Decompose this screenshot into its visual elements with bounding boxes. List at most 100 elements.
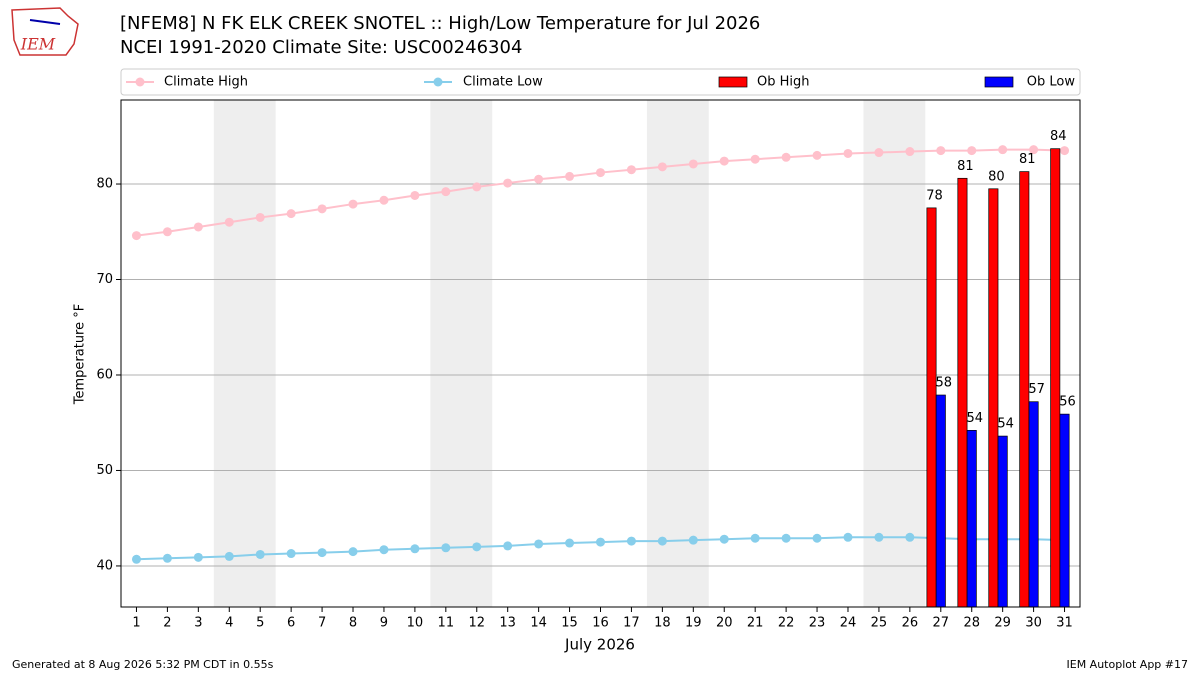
weekend-shade: [863, 100, 926, 607]
legend-frame: [120, 68, 1081, 96]
x-tick-label: 23: [809, 616, 826, 631]
x-tick-label: 15: [561, 616, 578, 631]
legend-label: Climate Low: [463, 75, 543, 90]
y-tick-label: 40: [96, 558, 113, 573]
data-label: 54: [966, 411, 983, 426]
marker: [936, 146, 946, 156]
bar: [966, 430, 977, 608]
marker: [565, 538, 575, 548]
plot-frame: [120, 99, 1081, 608]
x-tick-label: 25: [871, 616, 888, 631]
legend-label: Climate High: [164, 75, 248, 90]
marker: [657, 162, 667, 172]
footer-left: Generated at 8 Aug 2026 5:32 PM CDT in 0…: [12, 658, 274, 671]
data-label: 84: [1050, 129, 1067, 144]
x-tick-label: 5: [256, 616, 264, 631]
legend-swatch: [984, 76, 1014, 88]
marker: [905, 147, 915, 157]
marker: [410, 190, 420, 200]
data-label: 58: [936, 376, 953, 391]
chart-title: [NFEM8] N FK ELK CREEK SNOTEL :: High/Lo…: [120, 13, 760, 34]
marker: [193, 552, 203, 562]
marker: [317, 548, 327, 558]
marker: [286, 549, 296, 559]
marker: [379, 545, 389, 555]
footer-right: IEM Autoplot App #17: [1067, 658, 1189, 671]
y-tick-label: 60: [96, 367, 113, 382]
x-tick-label: 9: [380, 616, 388, 631]
data-label: 57: [1028, 382, 1045, 397]
data-label: 80: [988, 169, 1005, 184]
x-tick-label: 31: [1056, 616, 1073, 631]
legend-marker: [433, 77, 443, 87]
marker: [131, 231, 141, 241]
bar: [1028, 401, 1039, 608]
weekend-shade: [430, 100, 493, 607]
x-tick-label: 20: [716, 616, 733, 631]
data-label: 54: [997, 417, 1014, 432]
x-tick-label: 21: [747, 616, 764, 631]
legend-marker: [135, 77, 145, 87]
y-tick-label: 70: [96, 272, 113, 287]
marker: [317, 204, 327, 214]
x-tick-label: 11: [438, 616, 455, 631]
logo-icon: [29, 19, 61, 25]
legend-label: Ob Low: [1027, 75, 1076, 90]
marker: [193, 222, 203, 232]
marker: [719, 534, 729, 544]
bar: [957, 177, 968, 608]
marker: [843, 532, 853, 542]
marker: [348, 547, 358, 557]
bar: [988, 188, 999, 608]
marker: [874, 532, 884, 542]
marker: [781, 533, 791, 543]
logo: IEM: [11, 7, 79, 56]
marker: [224, 551, 234, 561]
marker: [224, 217, 234, 227]
data-label: 81: [1019, 152, 1036, 167]
x-tick-label: 7: [318, 616, 326, 631]
marker: [131, 554, 141, 564]
weekend-shade: [213, 100, 276, 607]
x-tick-label: 30: [1025, 616, 1042, 631]
x-tick-label: 22: [778, 616, 795, 631]
marker: [596, 537, 605, 547]
marker: [781, 152, 791, 162]
x-tick-label: 13: [499, 616, 516, 631]
marker: [286, 209, 296, 219]
x-tick-label: 6: [287, 616, 295, 631]
x-tick-label: 29: [994, 616, 1011, 631]
marker: [162, 227, 172, 237]
marker: [812, 533, 822, 543]
data-label: 56: [1059, 395, 1076, 410]
marker: [1029, 145, 1039, 155]
x-tick-label: 12: [468, 616, 485, 631]
y-tick-label: 80: [96, 177, 113, 192]
x-tick-label: 26: [902, 616, 919, 631]
x-tick-label: 19: [685, 616, 702, 631]
y-tick-label: 50: [96, 463, 113, 478]
x-tick-label: 1: [132, 616, 140, 631]
marker: [255, 212, 265, 222]
bar: [997, 435, 1008, 608]
marker: [503, 178, 513, 188]
bar: [1050, 148, 1061, 608]
x-tick-label: 28: [963, 616, 980, 631]
marker: [565, 171, 575, 181]
marker: [534, 174, 544, 184]
x-tick-label: 2: [163, 616, 171, 631]
marker: [162, 553, 172, 563]
bar: [1059, 413, 1070, 608]
x-tick-label: 17: [623, 616, 640, 631]
x-tick-label: 16: [592, 616, 609, 631]
marker: [410, 544, 420, 554]
marker: [688, 159, 698, 169]
marker: [472, 182, 482, 192]
marker: [472, 542, 482, 552]
y-axis-label: Temperature °F: [73, 304, 88, 405]
data-label: 78: [926, 188, 943, 203]
marker: [441, 543, 451, 553]
logo-outline: [11, 7, 79, 56]
marker: [626, 536, 636, 546]
marker: [657, 536, 667, 546]
